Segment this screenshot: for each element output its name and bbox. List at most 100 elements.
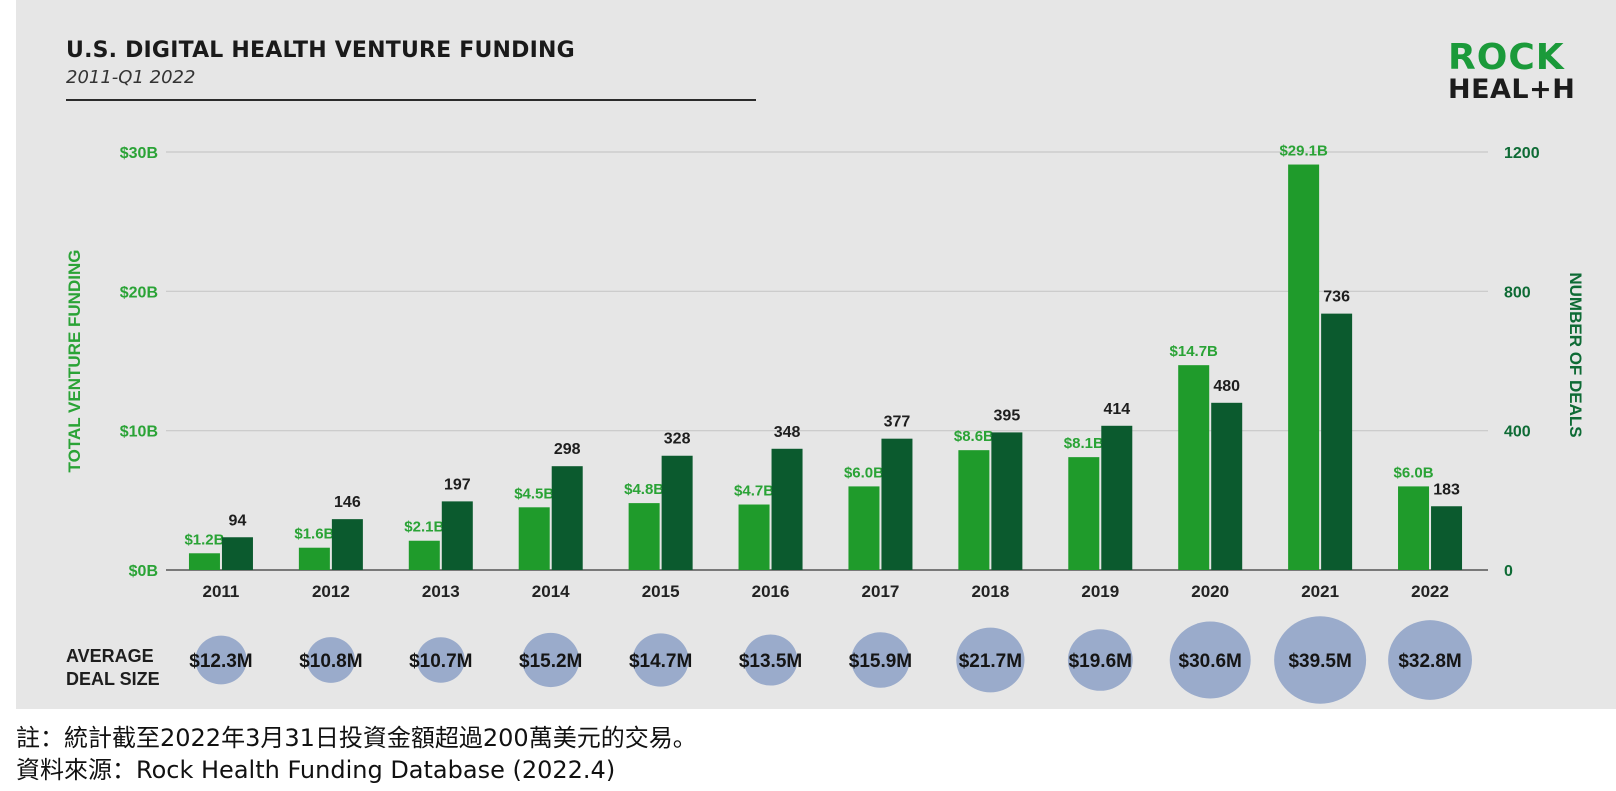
deal-size-bubble	[1067, 629, 1133, 691]
deals-bar	[661, 455, 693, 570]
deals-bar	[441, 501, 473, 570]
x-tick-label: 2022	[1411, 582, 1449, 601]
x-tick-label: 2019	[1081, 582, 1119, 601]
x-tick-label: 2021	[1301, 582, 1339, 601]
deals-bar	[771, 448, 803, 570]
y-axis-title-right: NUMBER OF DEALS	[1566, 272, 1585, 437]
title-divider	[66, 99, 756, 101]
deal-size-bubble	[306, 637, 355, 683]
funding-value-label: $4.5B	[514, 485, 554, 502]
deals-value-label: 94	[229, 512, 247, 529]
deals-bar	[1321, 313, 1353, 570]
y-tick-label-left: $20B	[120, 284, 158, 301]
rock-health-logo: ROCK HEAL+H	[1448, 37, 1576, 105]
deal-size-bubble	[522, 632, 580, 688]
deal-size-bubble	[851, 632, 910, 688]
deal-size-label: $15.2M	[519, 651, 582, 672]
deals-value-label: 395	[994, 407, 1021, 424]
deal-size-label: $13.5M	[739, 651, 802, 672]
logo-line-health: HEAL+H	[1448, 74, 1576, 105]
deals-bar	[1101, 425, 1133, 570]
y-axis-title-left: TOTAL VENTURE FUNDING	[65, 250, 84, 473]
deal-size-label: $32.8M	[1398, 651, 1461, 672]
deals-value-label: 328	[664, 431, 691, 448]
funding-bar	[738, 504, 770, 570]
deals-bar	[331, 519, 363, 570]
funding-value-label: $6.0B	[844, 464, 884, 481]
deal-size-label: $14.7M	[629, 651, 692, 672]
x-tick-label: 2013	[422, 582, 460, 601]
deal-size-label: $10.7M	[409, 651, 472, 672]
deal-size-label: $10.8M	[299, 651, 362, 672]
deals-value-label: 197	[444, 476, 471, 493]
funding-value-label: $29.1B	[1279, 143, 1328, 160]
deals-value-label: 480	[1213, 378, 1240, 395]
footnote-source: 資料來源：Rock Health Funding Database (2022.…	[16, 756, 616, 784]
funding-bar	[958, 450, 990, 570]
y-tick-label-right: 1200	[1504, 145, 1540, 162]
funding-value-label: $4.8B	[624, 481, 664, 498]
deals-value-label: 414	[1103, 401, 1130, 418]
x-tick-label: 2015	[642, 582, 680, 601]
y-tick-label-right: 400	[1504, 424, 1531, 441]
x-tick-label: 2020	[1191, 582, 1229, 601]
funding-bar	[848, 486, 880, 570]
deals-value-label: 146	[334, 494, 361, 511]
funding-value-label: $1.2B	[184, 531, 224, 548]
deals-bar	[1431, 506, 1463, 570]
footnote-note: 註：統計截至2022年3月31日投資金額超過200萬美元的交易。	[16, 724, 697, 752]
deal-size-label: $12.3M	[189, 651, 252, 672]
x-tick-label: 2014	[532, 582, 570, 601]
deals-bar	[551, 466, 583, 570]
deal-size-bubble	[195, 635, 247, 685]
deal-size-bubble	[1388, 620, 1472, 700]
deals-value-label: 298	[554, 441, 581, 458]
deals-value-label: 348	[774, 424, 801, 441]
deals-bar	[221, 537, 253, 570]
x-tick-label: 2011	[203, 582, 240, 601]
funding-value-label: $8.6B	[954, 428, 994, 445]
funding-bar	[1398, 486, 1430, 570]
deals-value-label: 377	[884, 414, 911, 431]
funding-bar	[518, 507, 550, 570]
funding-bar	[1068, 457, 1100, 570]
deals-value-label: 736	[1323, 289, 1350, 306]
funding-bar	[298, 547, 330, 570]
deals-bar	[881, 438, 913, 570]
funding-bar	[188, 553, 220, 570]
funding-value-label: $1.6B	[294, 526, 334, 543]
deal-size-label: $15.9M	[849, 651, 912, 672]
deal-size-bubble	[1169, 621, 1251, 699]
x-tick-label: 2017	[862, 582, 900, 601]
deal-size-row-title-line1: AVERAGE	[66, 646, 154, 666]
funding-value-label: $2.1B	[404, 519, 444, 536]
deals-value-label: 183	[1433, 481, 1460, 498]
deal-size-bubble	[956, 627, 1025, 693]
y-tick-label-left: $0B	[129, 563, 158, 580]
x-tick-label: 2016	[752, 582, 790, 601]
logo-line-rock: ROCK	[1448, 37, 1565, 78]
deal-size-label: $19.6M	[1069, 651, 1132, 672]
chart-title: U.S. DIGITAL HEALTH VENTURE FUNDING	[66, 38, 575, 63]
deal-size-label: $30.6M	[1179, 651, 1242, 672]
deals-bar	[991, 432, 1023, 570]
deal-size-label: $21.7M	[959, 651, 1022, 672]
funding-value-label: $6.0B	[1394, 464, 1434, 481]
deal-size-bubble	[416, 637, 465, 683]
y-tick-label-left: $10B	[120, 424, 158, 441]
funding-bar	[628, 503, 660, 570]
funding-bar	[1288, 164, 1320, 571]
x-tick-label: 2018	[971, 582, 1009, 601]
x-tick-label: 2012	[312, 582, 350, 601]
deal-size-bubble	[1274, 616, 1367, 704]
deals-bar	[1211, 402, 1243, 570]
funding-value-label: $8.1B	[1064, 435, 1104, 452]
deal-size-label: $39.5M	[1288, 651, 1351, 672]
deal-size-bubble	[632, 633, 689, 687]
deal-size-row-title-line2: DEAL SIZE	[66, 669, 160, 689]
y-tick-label-left: $30B	[120, 145, 158, 162]
funding-value-label: $4.7B	[734, 483, 774, 500]
funding-value-label: $14.7B	[1170, 343, 1219, 360]
